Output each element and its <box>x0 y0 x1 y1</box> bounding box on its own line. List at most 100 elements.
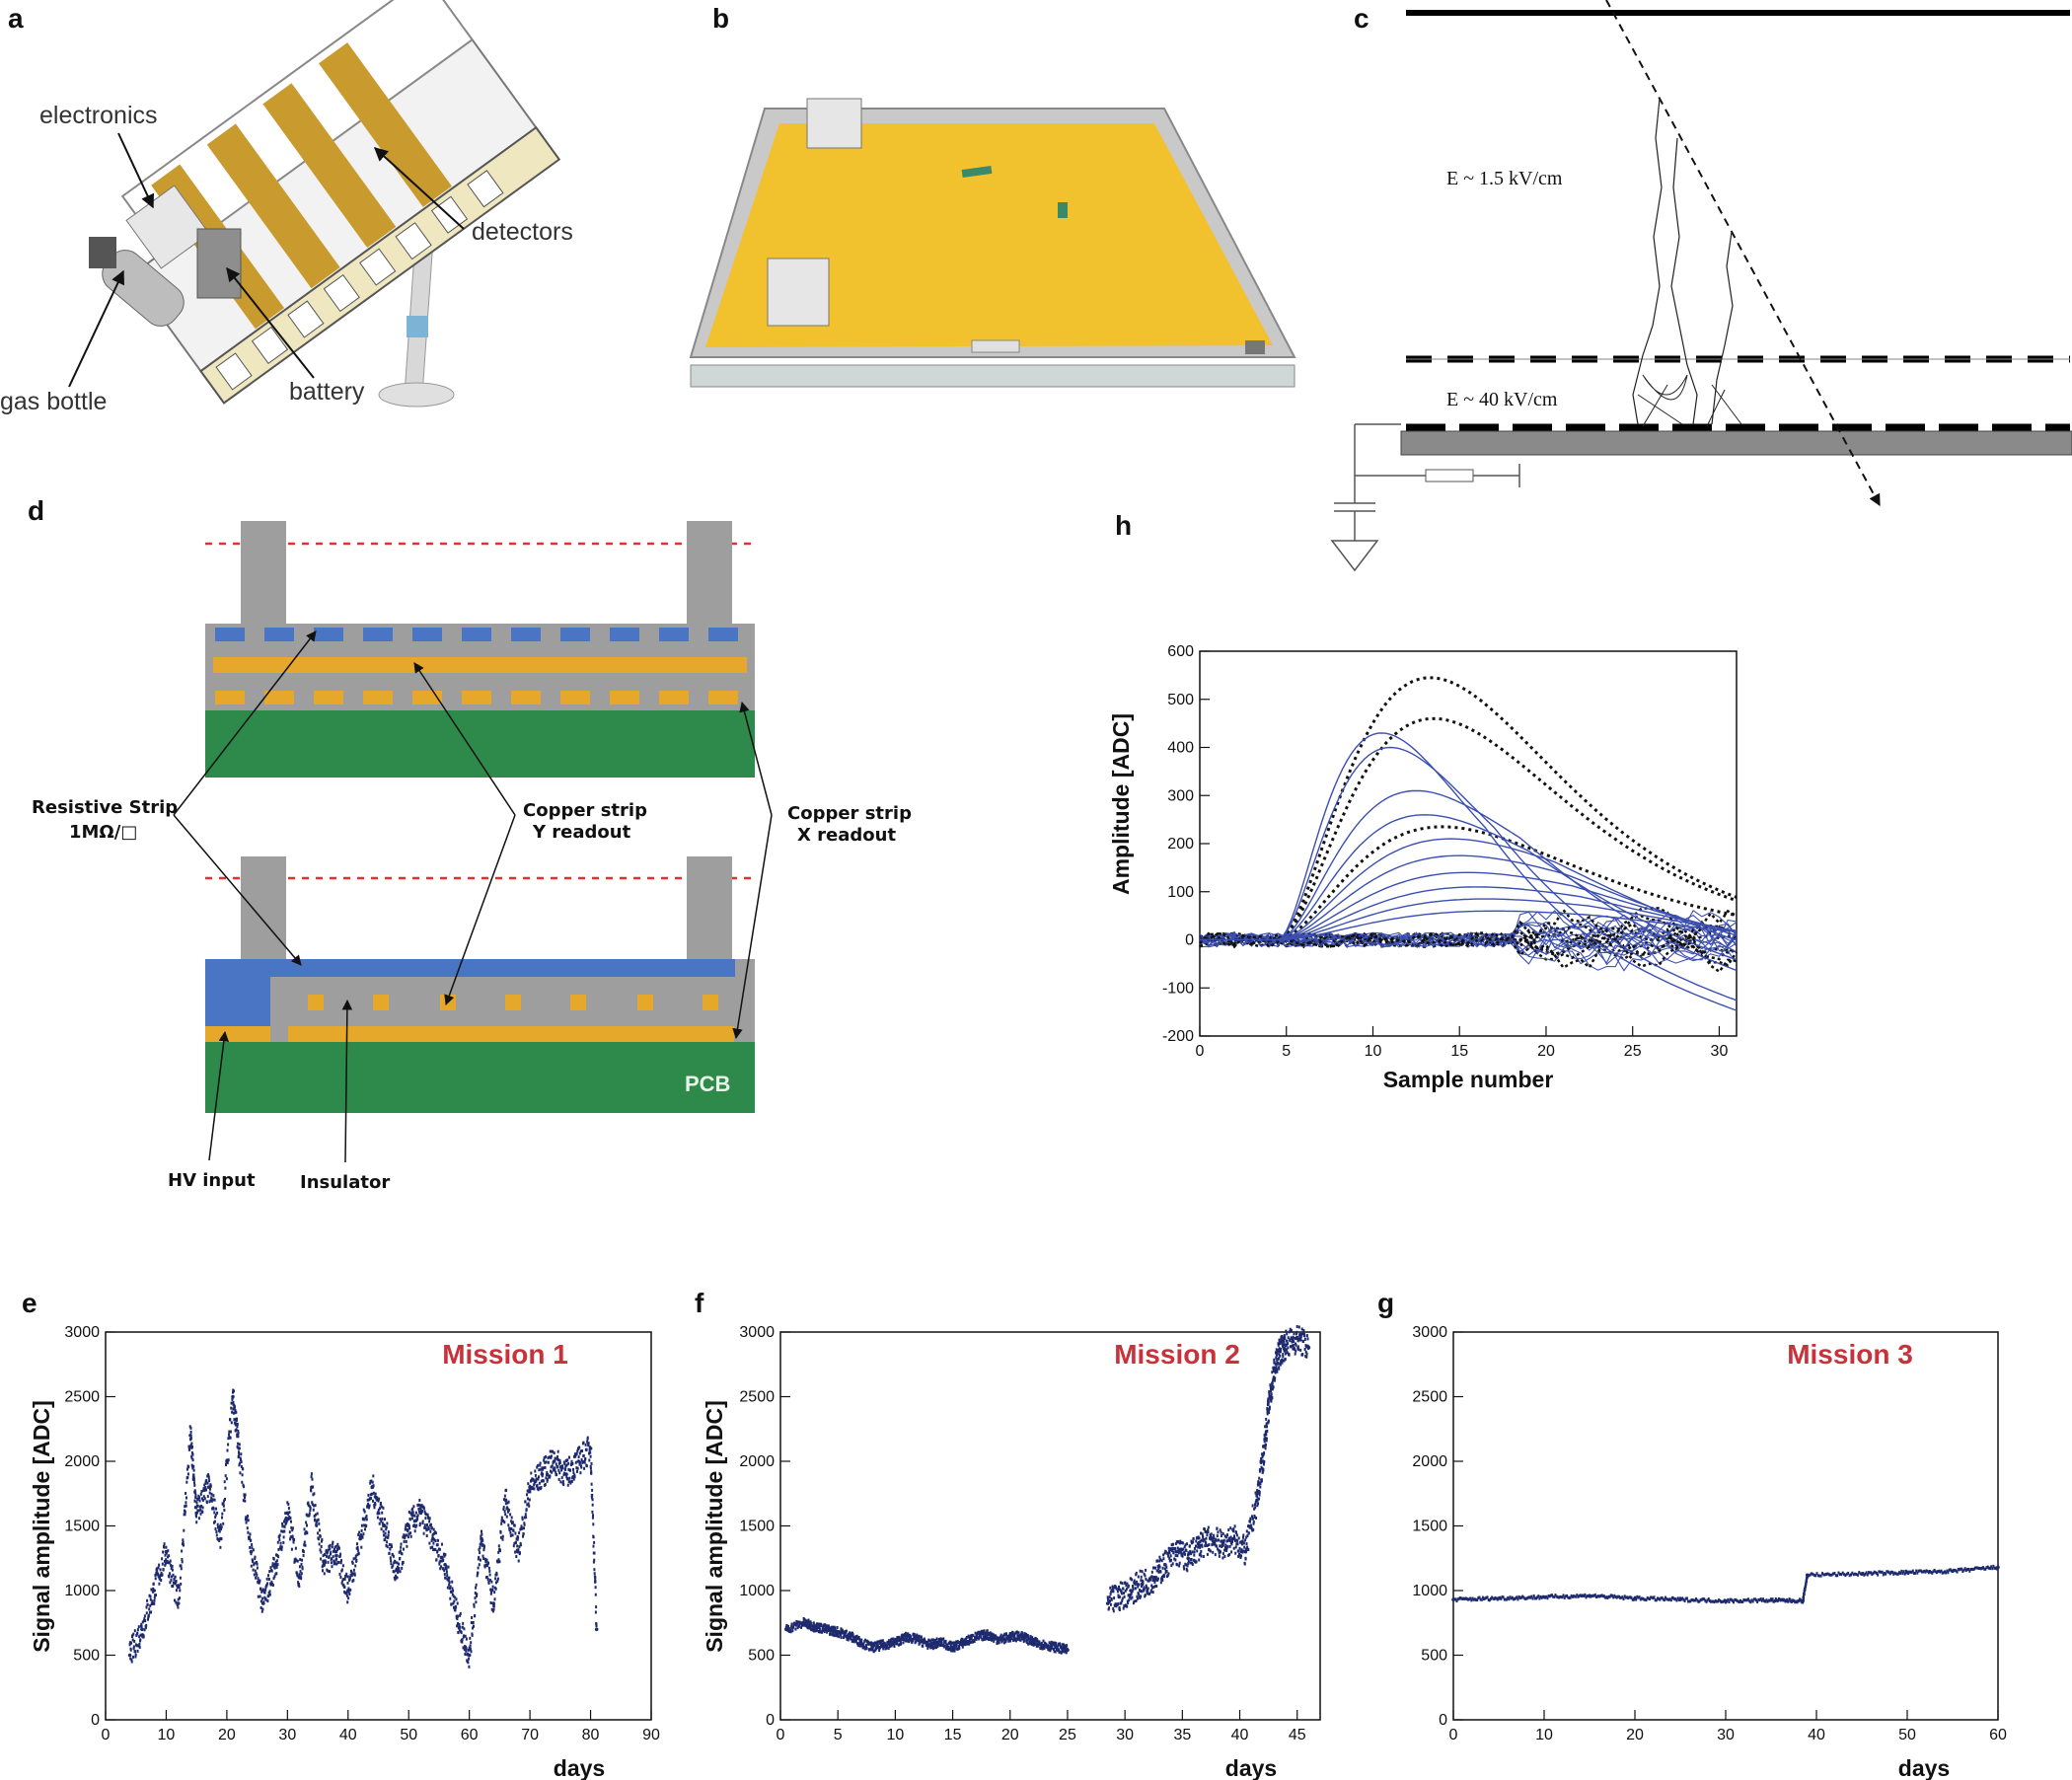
data-point <box>422 1531 425 1535</box>
data-point <box>1556 1595 1559 1599</box>
data-point <box>1220 1550 1221 1554</box>
data-point <box>259 1606 262 1609</box>
data-point <box>1652 1596 1655 1600</box>
data-point <box>536 1483 539 1487</box>
data-point <box>1504 1597 1507 1601</box>
data-point <box>795 1619 798 1623</box>
data-point <box>261 1596 264 1600</box>
data-point <box>467 1652 470 1656</box>
data-point <box>1559 1595 1562 1598</box>
data-point <box>306 1514 309 1518</box>
data-point <box>322 1563 327 1567</box>
data-point <box>417 1507 420 1511</box>
data-point <box>130 1658 133 1662</box>
data-point <box>1146 1588 1148 1591</box>
data-point <box>1156 1559 1158 1563</box>
data-point <box>325 1548 328 1552</box>
data-point <box>1055 1642 1058 1646</box>
data-point <box>231 1394 235 1399</box>
data-point <box>1305 1355 1308 1359</box>
data-point <box>151 1601 154 1605</box>
data-point <box>1062 1643 1065 1647</box>
data-point <box>1555 1595 1558 1598</box>
data-point <box>800 1626 803 1629</box>
data-point <box>1939 1570 1942 1574</box>
x-tick-label: 40 <box>339 1727 357 1743</box>
data-point <box>206 1495 209 1499</box>
data-point <box>918 1634 921 1638</box>
data-point <box>390 1562 393 1566</box>
data-point <box>1049 1649 1052 1653</box>
data-point <box>418 1499 421 1502</box>
data-point <box>1810 1572 1813 1576</box>
data-point <box>1222 1538 1225 1542</box>
data-point <box>1683 1599 1686 1602</box>
data-point <box>1159 1581 1162 1585</box>
data-point <box>836 1630 840 1634</box>
data-point <box>1132 1601 1135 1605</box>
data-point <box>264 1586 267 1590</box>
data-point <box>1199 1540 1202 1543</box>
data-point <box>1298 1336 1301 1340</box>
data-point <box>1226 1544 1229 1548</box>
data-point <box>1711 1599 1714 1603</box>
data-point <box>1184 1543 1187 1547</box>
data-point <box>172 1585 175 1588</box>
data-point <box>518 1545 521 1549</box>
data-point <box>1492 1596 1495 1600</box>
data-point <box>1947 1571 1950 1575</box>
data-point <box>475 1600 478 1604</box>
data-point <box>847 1638 850 1642</box>
data-point <box>892 1641 895 1645</box>
data-point <box>145 1605 148 1609</box>
data-point <box>199 1512 202 1516</box>
data-point <box>381 1521 384 1525</box>
x-tick-label: 70 <box>521 1727 539 1743</box>
data-point <box>851 1633 854 1637</box>
data-point <box>480 1534 482 1538</box>
data-point <box>499 1549 501 1553</box>
data-point <box>472 1626 474 1630</box>
data-point <box>1704 1598 1707 1602</box>
data-point <box>1240 1548 1243 1552</box>
data-point <box>250 1538 253 1542</box>
data-point <box>1063 1646 1066 1649</box>
data-point <box>1190 1558 1193 1562</box>
y-tick-label: 500 <box>73 1648 100 1665</box>
data-point <box>1011 1634 1014 1637</box>
data-point <box>1802 1596 1805 1600</box>
data-point <box>399 1549 402 1553</box>
data-point <box>408 1518 411 1521</box>
data-point <box>806 1620 809 1624</box>
data-point <box>268 1593 271 1596</box>
data-point <box>1204 1544 1207 1548</box>
data-point <box>503 1520 506 1524</box>
data-point <box>192 1476 195 1480</box>
data-point <box>228 1430 231 1434</box>
data-point <box>1457 1596 1460 1600</box>
data-point <box>386 1545 389 1549</box>
data-point <box>1274 1376 1277 1380</box>
data-point <box>376 1496 379 1500</box>
data-point <box>592 1560 595 1564</box>
data-point <box>171 1575 173 1579</box>
data-point <box>1703 1597 1706 1601</box>
data-point <box>1513 1597 1515 1601</box>
data-point <box>1854 1572 1857 1576</box>
data-point <box>1631 1597 1634 1601</box>
data-point <box>1142 1581 1145 1584</box>
data-point <box>930 1638 933 1642</box>
data-point <box>464 1653 467 1656</box>
data-point <box>1735 1597 1738 1601</box>
data-point <box>1193 1558 1195 1562</box>
data-point <box>223 1509 226 1512</box>
data-point <box>370 1479 373 1483</box>
data-point <box>1261 1455 1264 1459</box>
data-point <box>1214 1553 1217 1557</box>
data-point <box>316 1512 319 1516</box>
data-point <box>332 1540 334 1544</box>
data-point <box>396 1569 399 1573</box>
data-point <box>1161 1566 1164 1570</box>
data-point <box>1186 1569 1189 1573</box>
data-point <box>1271 1383 1274 1387</box>
